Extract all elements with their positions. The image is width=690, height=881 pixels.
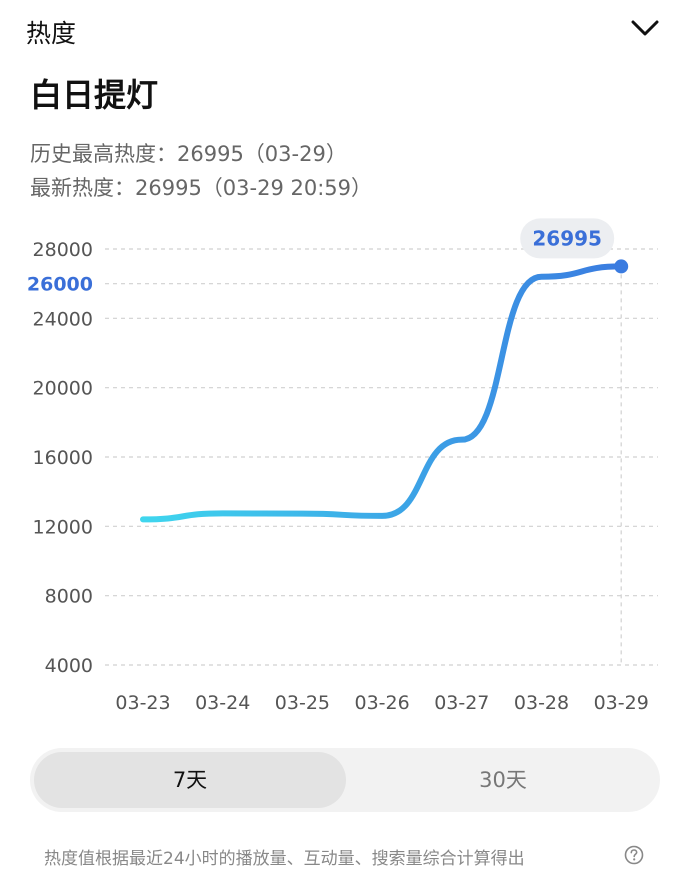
latest-point-marker	[614, 259, 629, 274]
heat-line-chart: 4000 8000 12000 16000 20000 24000 28000 26000 0…	[27, 218, 658, 714]
header-title: 热度	[26, 19, 77, 48]
chevron-down-icon[interactable]	[628, 16, 662, 40]
x-tick-label: 03-25	[275, 692, 330, 714]
topic-title: 白日提灯	[30, 76, 159, 114]
y-tick-label: 16000	[33, 447, 93, 469]
latest-value-bubble	[520, 218, 615, 259]
heat-series-line	[140, 263, 625, 523]
history-high-text: 历史最高热度：26995（03-29）	[30, 142, 347, 166]
y-tick-label: 28000	[33, 239, 93, 261]
range-option-7-days[interactable]: 7天	[34, 752, 346, 808]
footnote-text: 热度值根据最近24小时的播放量、互动量、搜索量综合计算得出	[44, 849, 525, 869]
header: 热度	[0, 0, 690, 64]
x-tick-label: 03-26	[354, 692, 409, 714]
x-tick-label: 03-23	[115, 692, 170, 714]
y-tick-label: 20000	[33, 378, 93, 400]
range-option-30-days[interactable]: 30天	[479, 768, 527, 792]
x-tick-label: 03-28	[514, 692, 569, 714]
latest-heat-text: 最新热度：26995（03-29 20:59）	[30, 176, 373, 200]
y-tick-label: 8000	[45, 586, 93, 608]
help-circle-icon[interactable]	[624, 845, 644, 865]
range-toggle: 7天 30天	[30, 748, 660, 812]
highlight-tick-label: 26000	[27, 274, 93, 296]
latest-value-label: 26995	[532, 226, 602, 250]
y-tick-label: 4000	[45, 655, 93, 677]
x-tick-label: 03-24	[195, 692, 250, 714]
x-tick-label: 03-29	[594, 692, 649, 714]
y-tick-label: 12000	[33, 516, 93, 538]
x-tick-label: 03-27	[434, 692, 489, 714]
y-tick-label: 24000	[33, 308, 93, 330]
